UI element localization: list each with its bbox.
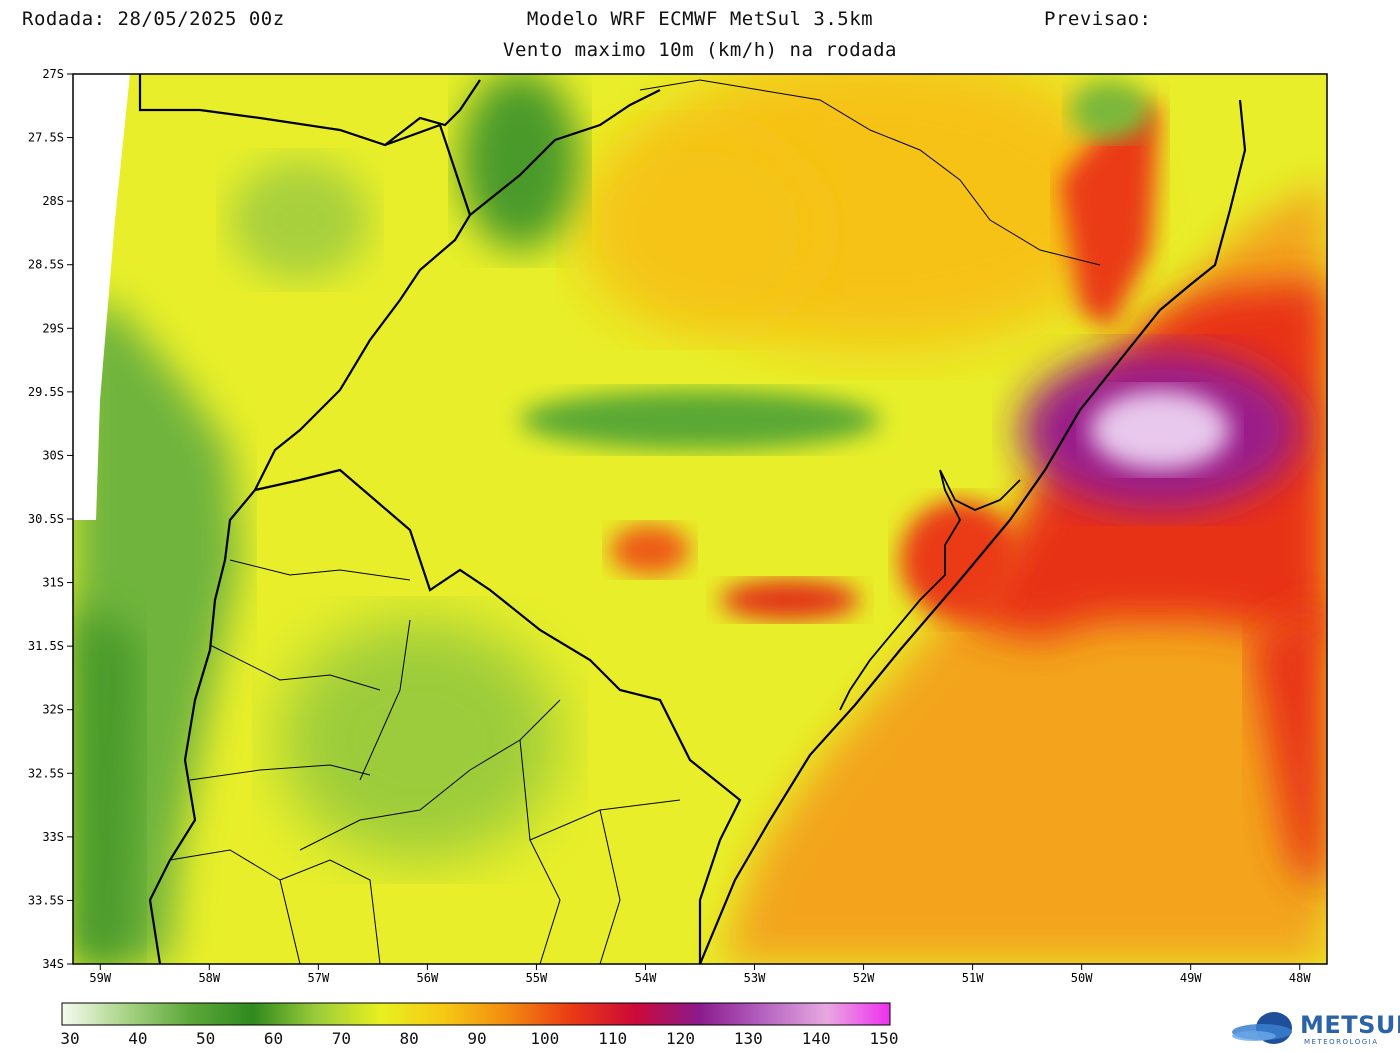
colorbar (61, 1002, 891, 1026)
run-label: Rodada: 28/05/2025 00z (22, 8, 285, 30)
lon-tick-label: 49W (1180, 971, 1202, 985)
boundaries (138, 74, 1247, 964)
colorbar-label: 130 (733, 1029, 763, 1048)
border-uruguay-argentina (148, 559, 227, 964)
lat-tick-label: 29.5S (28, 385, 64, 399)
lat-tick-label: 31S (42, 576, 64, 590)
lon-tick-label: 58W (198, 971, 220, 985)
lat-tick-label: 31.5S (28, 639, 64, 653)
colorbar-label: 70 (331, 1029, 351, 1048)
lon-tick-label: 53W (744, 971, 766, 985)
colorbar-label: 100 (530, 1029, 560, 1048)
lat-tick-label: 27S (42, 67, 64, 81)
lat-tick-label: 32S (42, 703, 64, 717)
lat-tick-label: 34S (42, 957, 64, 971)
lon-tick-label: 50W (1071, 971, 1093, 985)
lat-tick-label: 28S (42, 194, 64, 208)
lon-tick-label: 56W (417, 971, 439, 985)
border-uruguay (254, 468, 742, 964)
colorbar-label: 110 (598, 1029, 628, 1048)
model-title: Modelo WRF ECMWF MetSul 3.5km (526, 8, 874, 30)
lat-tick-label: 30.5S (28, 512, 64, 526)
lon-tick-label: 57W (308, 971, 330, 985)
wind-field (73, 74, 1327, 964)
lon-tick-label: 55W (526, 971, 548, 985)
colorbar-label: 50 (196, 1029, 216, 1048)
lon-tick-label: 59W (89, 971, 111, 985)
state-lines (169, 79, 1101, 964)
metsul-logo: METSUL METEOROLOGIA (1232, 1006, 1400, 1052)
lat-tick-label: 33S (42, 830, 64, 844)
border-brazil-paraguay (469, 89, 661, 216)
lat-tick-label: 27.5S (28, 131, 64, 145)
colorbar-label: 140 (801, 1029, 831, 1048)
colorbar-label: 120 (666, 1029, 695, 1048)
coastline (698, 99, 1247, 964)
lon-tick-label: 52W (853, 971, 875, 985)
colorbar-label: 60 (263, 1029, 284, 1048)
colorbar-label: 30 (60, 1029, 80, 1048)
longitude-axis: 59W 58W 57W 56W 55W 54W 53W 52W 51W 50W 49W 48W (89, 964, 1311, 985)
lat-tick-label: 28.5S (28, 258, 64, 272)
colorbar-label: 90 (467, 1029, 487, 1048)
lat-tick-label: 30S (42, 448, 64, 462)
latitude-axis: 27S 27.5S 28S 28.5S 29S 29.5S 30S 30.5S 31S 31.5S… (28, 67, 73, 971)
logo-tagline: METEOROLOGIA (1304, 1038, 1379, 1046)
lat-tick-label: 32.5S (28, 766, 64, 780)
lon-tick-label: 51W (962, 971, 984, 985)
globe-icon (1232, 1012, 1292, 1044)
colorbar-label: 150 (869, 1029, 899, 1048)
colorbar-label: 40 (128, 1029, 148, 1048)
lat-tick-label: 29S (42, 321, 64, 335)
colorbar-label: 80 (399, 1029, 419, 1048)
lon-tick-label: 48W (1289, 971, 1311, 985)
lagoon-outline (839, 469, 1021, 711)
lat-tick-label: 33.5S (28, 893, 64, 907)
forecast-label: Previsao: (1044, 8, 1152, 30)
lon-tick-label: 54W (635, 971, 657, 985)
logo-name: METSUL (1300, 1011, 1400, 1039)
map-subtitle: Vento maximo 10m (km/h) na rodada (503, 39, 897, 61)
